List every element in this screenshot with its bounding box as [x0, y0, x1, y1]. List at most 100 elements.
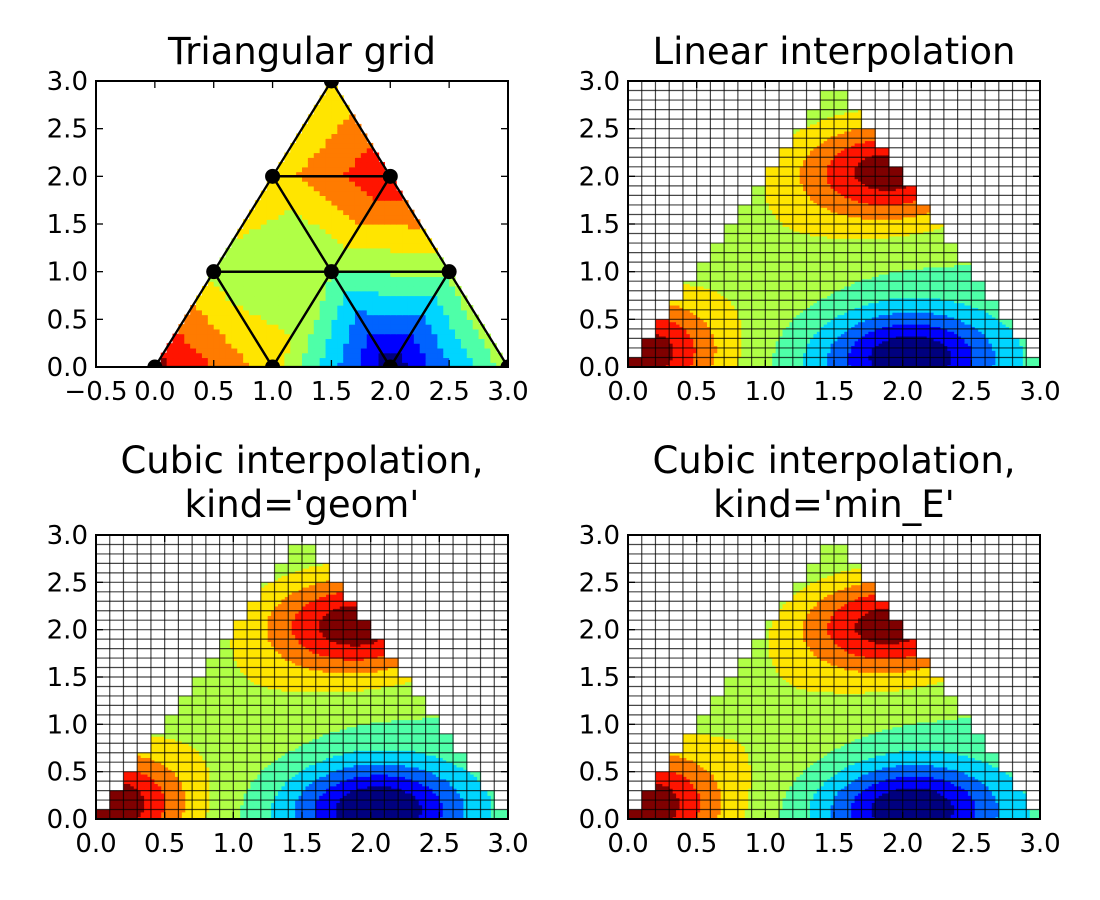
contour-cell: [402, 314, 409, 320]
contour-cell: [496, 362, 503, 367]
contour-cell: [895, 364, 900, 367]
contour-cell: [988, 305, 993, 308]
contour-cell: [806, 319, 811, 323]
contour-cell: [419, 262, 427, 268]
contour-cell: [961, 307, 965, 311]
contour-cell: [349, 171, 356, 177]
contour-cell: [672, 345, 677, 349]
contour-cell: [998, 362, 1003, 366]
contour-cell: [906, 352, 911, 356]
contour-cell: [354, 324, 362, 330]
contour-cell: [809, 338, 814, 342]
contour-cell: [378, 352, 385, 359]
contour-cell: [325, 281, 333, 287]
contour-cell: [967, 338, 972, 342]
contour-cell: [761, 326, 766, 330]
contour-cell: [724, 345, 729, 349]
contour-cell: [926, 328, 931, 332]
contour-cell: [741, 338, 746, 342]
contour-cell: [748, 352, 753, 356]
contour-cell: [449, 305, 456, 311]
contour-cell: [995, 336, 1000, 339]
contour-cell: [413, 233, 421, 239]
contour-cell: [676, 340, 680, 344]
contour-cell: [319, 343, 327, 349]
contour-cell: [741, 300, 746, 304]
contour-cell: [964, 336, 969, 339]
contour-cell: [768, 359, 773, 363]
contour-cell: [703, 293, 708, 296]
contour-cell: [343, 190, 350, 196]
contour-cell: [796, 324, 801, 327]
contour-cell: [840, 312, 845, 316]
contour-cell: [789, 340, 794, 344]
contour-cell: [372, 309, 380, 316]
contour-cell: [868, 319, 873, 323]
contour-cell: [775, 364, 780, 367]
contour-cell: [834, 326, 838, 330]
contour-cell: [957, 352, 962, 356]
contour-cell: [307, 328, 315, 335]
contour-cell: [296, 185, 303, 192]
contour-cell: [834, 316, 838, 320]
contour-cell: [813, 343, 818, 347]
contour-cell: [978, 331, 983, 335]
contour-cell: [407, 343, 415, 349]
contour-cell: [837, 340, 842, 344]
contour-cell: [967, 331, 972, 335]
contour-cell: [343, 209, 350, 216]
contour-cell: [337, 214, 344, 220]
contour-cell: [331, 90, 338, 96]
contour-cell: [820, 319, 825, 323]
contour-cell: [868, 305, 873, 308]
contour-cell: [789, 307, 794, 311]
contour-cell: [325, 138, 333, 144]
contour-cell: [231, 257, 238, 263]
contour-cell: [816, 316, 821, 320]
contour-cell: [775, 293, 780, 296]
contour-cell: [806, 328, 811, 332]
contour-cell: [672, 333, 677, 337]
contour-cell: [696, 347, 701, 351]
contour-cell: [813, 350, 818, 354]
contour-cell: [655, 355, 660, 358]
contour-cell: [974, 300, 979, 304]
contour-cell: [706, 321, 711, 325]
contour-cell: [765, 343, 770, 347]
contour-cell: [724, 321, 729, 325]
contour-cell: [937, 300, 941, 304]
contour-cell: [396, 314, 403, 320]
contour-cell: [864, 316, 869, 320]
contour-cell: [676, 321, 680, 325]
contour-cell: [231, 271, 238, 278]
contour-cell: [779, 336, 783, 339]
contour-cell: [425, 262, 433, 268]
contour-cell: [713, 295, 718, 299]
contour-cell: [772, 314, 777, 318]
contour-cell: [703, 326, 708, 330]
contour-cell: [761, 338, 766, 342]
contour-cell: [696, 316, 701, 320]
contour-cell: [895, 302, 900, 306]
contour-cell: [254, 281, 262, 287]
contour-cell: [249, 300, 256, 306]
contour-cell: [384, 200, 391, 206]
contour-cell: [278, 319, 285, 325]
contour-cell: [396, 338, 403, 344]
contour-cell: [460, 343, 468, 349]
contour-cell: [820, 355, 825, 358]
contour-cell: [837, 331, 842, 335]
contour-cell: [686, 345, 691, 349]
contour-cell: [407, 290, 415, 297]
contour-cell: [847, 319, 852, 323]
contour-cell: [672, 316, 677, 320]
contour-cell: [775, 340, 780, 344]
contour-cell: [278, 352, 285, 359]
contour-cell: [196, 319, 203, 325]
contour-cell: [478, 352, 486, 359]
contour-cell: [284, 262, 291, 268]
contour-cell: [354, 190, 362, 196]
contour-cell: [337, 295, 344, 301]
contour-cell: [858, 347, 862, 351]
contour-cell: [676, 357, 680, 361]
